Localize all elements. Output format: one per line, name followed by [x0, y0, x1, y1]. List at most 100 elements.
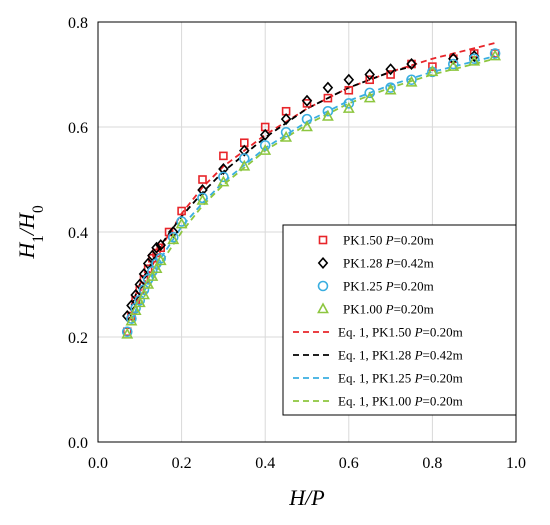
legend-box [282, 224, 517, 416]
data-point [154, 254, 167, 266]
data-point [280, 113, 292, 126]
data-point [447, 59, 460, 71]
data-point [156, 243, 165, 253]
legend-marker-swatch [317, 302, 329, 314]
legend-label: PK1.50 P=0.20m [343, 233, 434, 248]
data-point [468, 53, 480, 65]
legend-marker-swatch [317, 280, 329, 292]
data-point [447, 58, 459, 70]
data-point [121, 326, 133, 338]
data-point [364, 87, 376, 99]
data-point [142, 273, 154, 285]
data-point [155, 252, 166, 264]
point-series-3 [121, 49, 502, 339]
data-point [147, 266, 158, 277]
data-point [384, 83, 397, 95]
data-point [301, 94, 313, 107]
data-point [133, 296, 146, 308]
data-points [121, 48, 502, 339]
data-point [280, 130, 293, 142]
data-point [150, 262, 163, 274]
x-axis-title: H/P [288, 485, 324, 510]
data-point [175, 217, 188, 229]
data-point [121, 327, 134, 339]
legend-label: Eq. 1, PK1.28 P=0.42m [338, 348, 463, 363]
y-tick-label: 0.2 [68, 330, 88, 347]
data-point [364, 68, 375, 81]
data-point [167, 233, 180, 245]
data-point [426, 65, 439, 77]
legend-label: PK1.28 P=0.42m [343, 256, 434, 271]
data-point [142, 277, 155, 289]
data-point [217, 175, 230, 187]
y-tick-label: 0.6 [68, 120, 88, 137]
data-point [301, 120, 313, 132]
y-tick-label: 0.0 [68, 435, 88, 452]
data-point [344, 85, 354, 95]
data-point [239, 144, 250, 157]
data-point [323, 93, 333, 103]
data-point [343, 73, 355, 86]
fit-line-series-6 [130, 55, 496, 322]
y-tick-label: 0.4 [68, 225, 88, 242]
data-point [218, 171, 229, 183]
data-point [259, 140, 271, 151]
data-point [259, 128, 271, 141]
data-point [386, 70, 395, 79]
tick-labels: 0.0 0.2 0.4 0.6 0.8 1.0 0.0 0.2 0.4 0.6 0.8 [68, 15, 526, 472]
x-tick-label: 0.0 [88, 455, 108, 472]
data-point [280, 126, 292, 138]
legend-marker-swatch [318, 235, 328, 245]
axis-titles: H/P H1/H0 [14, 205, 325, 510]
point-series-2 [121, 48, 501, 338]
data-point [125, 314, 138, 326]
data-point [321, 109, 334, 121]
data-point [167, 225, 179, 239]
data-point [129, 304, 142, 316]
data-point [468, 54, 481, 66]
y-tick-label: 0.8 [68, 15, 88, 32]
legend-label: Eq. 1, PK1.25 P=0.20m [338, 371, 463, 386]
x-tick-label: 0.4 [255, 455, 275, 472]
x-tick-label: 1.0 [506, 455, 526, 472]
data-point [385, 82, 396, 93]
data-point [322, 105, 334, 117]
legend-label: PK1.00 P=0.20m [343, 302, 434, 317]
data-point [363, 91, 376, 103]
data-point [134, 294, 146, 306]
data-point [167, 231, 179, 243]
data-point [259, 143, 272, 155]
legend: PK1.50 P=0.20m PK1.28 P=0.42m PK1.25 P=0.2… [282, 224, 517, 416]
data-point [155, 239, 166, 252]
data-point [197, 192, 208, 204]
data-point [365, 75, 375, 85]
data-point [405, 75, 418, 87]
data-point [448, 52, 459, 65]
data-point [176, 216, 187, 227]
data-point [146, 269, 159, 281]
x-tick-label: 0.2 [172, 455, 192, 472]
data-point [406, 57, 417, 71]
data-point [138, 288, 150, 300]
legend-label: Eq. 1, PK1.50 P=0.20m [338, 325, 463, 340]
data-point [198, 175, 207, 184]
x-tick-label: 0.6 [339, 455, 359, 472]
data-point [406, 74, 417, 86]
legend-marker-swatch [317, 256, 329, 270]
data-point [151, 241, 162, 254]
legend-label: PK1.25 P=0.20m [343, 279, 434, 294]
data-point [138, 284, 150, 296]
data-point [177, 206, 186, 216]
data-point [219, 151, 228, 161]
data-point [489, 49, 502, 61]
x-tick-label: 0.8 [422, 455, 442, 472]
data-point [218, 162, 229, 176]
data-point [342, 101, 355, 113]
data-point [130, 302, 141, 314]
data-point [343, 98, 355, 109]
data-point [322, 81, 334, 94]
data-point [302, 99, 312, 108]
data-point [238, 159, 251, 171]
